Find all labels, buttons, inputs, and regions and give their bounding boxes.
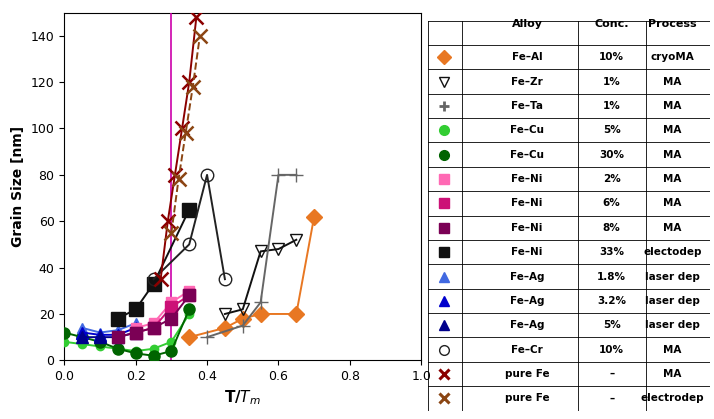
Text: cryoMA: cryoMA xyxy=(650,52,694,62)
Text: pure Fe: pure Fe xyxy=(505,369,550,379)
Text: MA: MA xyxy=(663,174,682,184)
Text: laser dep: laser dep xyxy=(645,320,700,330)
Text: Fe–Ta: Fe–Ta xyxy=(511,101,543,111)
Text: MA: MA xyxy=(663,150,682,160)
Text: laser dep: laser dep xyxy=(645,296,700,306)
Text: Fe–Ni: Fe–Ni xyxy=(511,223,543,233)
Text: 10%: 10% xyxy=(599,52,624,62)
Text: Conc.: Conc. xyxy=(595,19,629,29)
Text: Fe–Cu: Fe–Cu xyxy=(510,125,544,135)
Text: electodep: electodep xyxy=(643,247,702,257)
Text: electrodep: electrodep xyxy=(640,393,704,403)
Text: Fe–Ag: Fe–Ag xyxy=(510,296,544,306)
Text: Fe–Ni: Fe–Ni xyxy=(511,174,543,184)
Text: 1.8%: 1.8% xyxy=(597,272,626,282)
Text: Fe–Cr: Fe–Cr xyxy=(511,345,543,354)
Text: MA: MA xyxy=(663,125,682,135)
Text: Process: Process xyxy=(648,19,697,29)
X-axis label: T/$\mathit{T_m}$: T/$\mathit{T_m}$ xyxy=(224,388,261,407)
Text: Fe–Ag: Fe–Ag xyxy=(510,320,544,330)
Text: MA: MA xyxy=(663,223,682,233)
Text: Fe–Ni: Fe–Ni xyxy=(511,199,543,208)
Text: 1%: 1% xyxy=(603,77,620,86)
Text: laser dep: laser dep xyxy=(645,272,700,282)
Text: 6%: 6% xyxy=(603,199,620,208)
Text: MA: MA xyxy=(663,369,682,379)
Text: Fe–Ni: Fe–Ni xyxy=(511,247,543,257)
Text: MA: MA xyxy=(663,199,682,208)
Text: 3.2%: 3.2% xyxy=(597,296,626,306)
Text: Fe–Cu: Fe–Cu xyxy=(510,150,544,160)
Text: 10%: 10% xyxy=(599,345,624,354)
Text: Fe–Al: Fe–Al xyxy=(512,52,543,62)
Text: pure Fe: pure Fe xyxy=(505,393,550,403)
Text: 5%: 5% xyxy=(603,125,620,135)
Text: 30%: 30% xyxy=(599,150,624,160)
Text: Fe–Ag: Fe–Ag xyxy=(510,272,544,282)
Text: Fe–Zr: Fe–Zr xyxy=(511,77,543,86)
Text: MA: MA xyxy=(663,345,682,354)
Text: 33%: 33% xyxy=(599,247,624,257)
Text: –: – xyxy=(609,393,614,403)
Y-axis label: Grain Size [nm]: Grain Size [nm] xyxy=(11,126,25,247)
Text: 8%: 8% xyxy=(603,223,620,233)
Text: MA: MA xyxy=(663,77,682,86)
Text: 2%: 2% xyxy=(603,174,620,184)
Text: Alloy: Alloy xyxy=(512,19,543,29)
Text: 1%: 1% xyxy=(603,101,620,111)
Text: MA: MA xyxy=(663,101,682,111)
Text: 5%: 5% xyxy=(603,320,620,330)
Text: –: – xyxy=(609,369,614,379)
